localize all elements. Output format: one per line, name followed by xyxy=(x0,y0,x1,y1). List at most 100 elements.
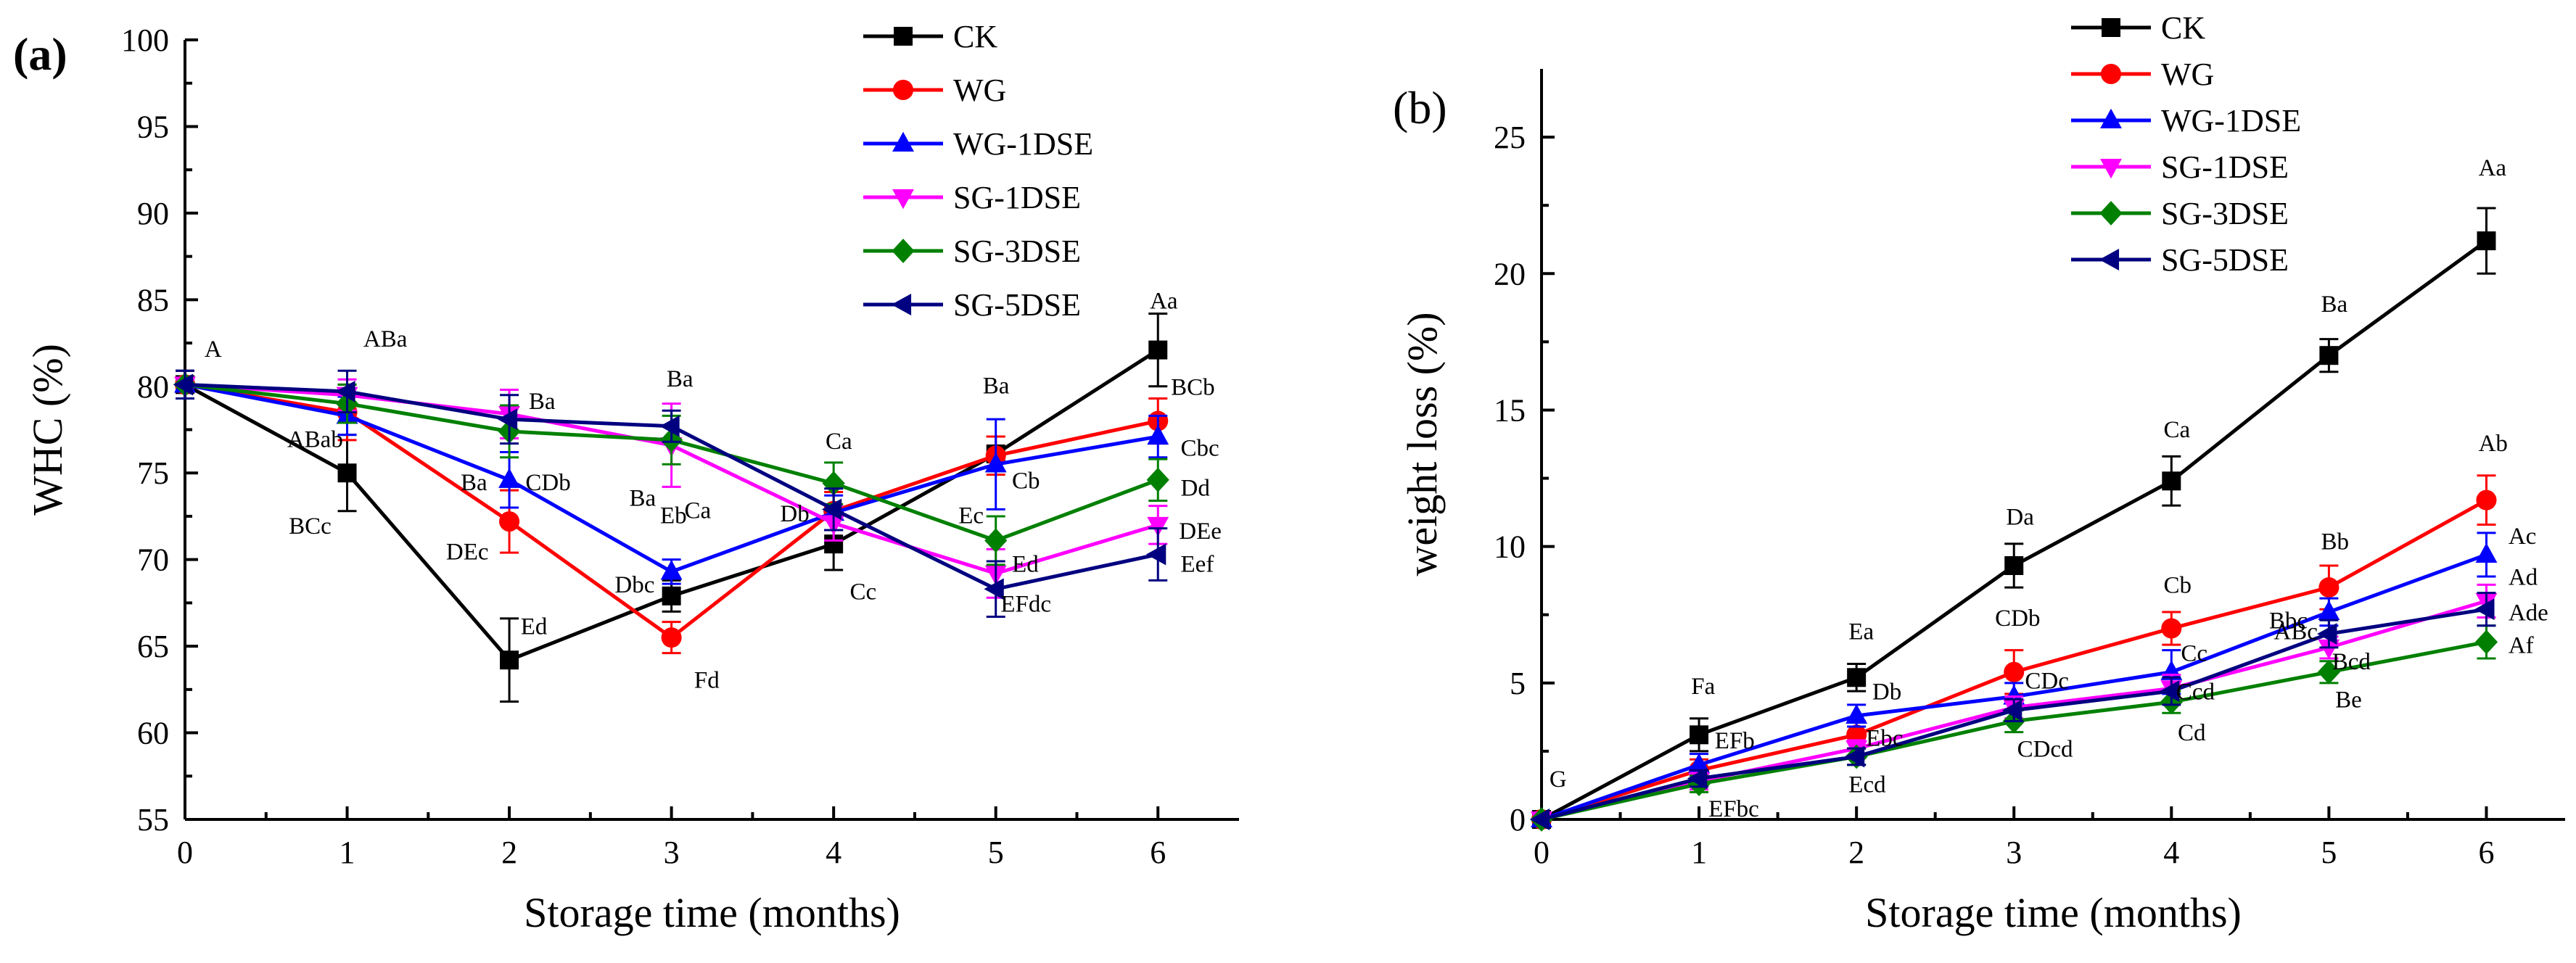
data-point xyxy=(335,380,355,402)
x-tick-label: 2 xyxy=(501,835,517,870)
significance-label: Aa xyxy=(1150,288,1178,314)
data-point xyxy=(2319,346,2339,365)
y-tick-label: 75 xyxy=(137,455,169,491)
y-tick-label: 15 xyxy=(1494,392,1526,428)
y-tick-label: 65 xyxy=(137,629,169,664)
significance-label: ABab xyxy=(287,426,343,452)
data-point xyxy=(2477,231,2496,251)
x-axis-title: Storage time (months) xyxy=(524,889,900,936)
x-tick-label: 2 xyxy=(1848,835,1864,870)
data-point xyxy=(2001,699,2022,722)
data-point xyxy=(1687,767,1708,790)
x-tick-label: 6 xyxy=(1150,835,1166,870)
data-point xyxy=(2475,542,2498,563)
data-point xyxy=(2476,489,2497,511)
significance-label: DEe xyxy=(1179,518,1222,545)
data-point xyxy=(2318,600,2340,621)
significance-label: Ca xyxy=(2163,417,2190,443)
significance-label: BCc xyxy=(289,513,332,540)
data-point xyxy=(337,463,357,483)
significance-label: Cbc xyxy=(1181,435,1219,461)
data-point xyxy=(2317,623,2337,645)
data-point xyxy=(2004,661,2025,682)
significance-label: Ed xyxy=(521,613,548,640)
y-tick-label: 20 xyxy=(1494,256,1526,292)
legend-marker xyxy=(2100,108,2122,129)
x-tick-label: 6 xyxy=(2478,835,2494,870)
x-tick-label: 1 xyxy=(340,835,355,870)
data-point xyxy=(1690,725,1709,745)
y-tick-label: 55 xyxy=(137,802,169,838)
significance-label: Cd xyxy=(2178,720,2206,746)
y-tick-label: 10 xyxy=(1494,529,1526,565)
series-sg-5dse xyxy=(173,369,1168,618)
significance-label: Ac xyxy=(2509,524,2536,550)
y-tick-label: 5 xyxy=(1510,666,1526,701)
legend-label: SG-5DSE xyxy=(953,287,1081,323)
significance-label: Be xyxy=(2335,687,2362,714)
legend-marker xyxy=(894,27,913,46)
legend-marker xyxy=(892,131,914,152)
significance-label: Ba xyxy=(2321,292,2348,318)
legend: CK WG WG-1DSE SG-1DSE SG-3DSE SG-5DSE xyxy=(863,19,1093,323)
legend-label: WG-1DSE xyxy=(953,126,1093,162)
legend-marker xyxy=(2099,201,2123,226)
significance-label: Ca xyxy=(684,497,711,524)
data-point xyxy=(2317,659,2340,685)
data-point xyxy=(661,627,682,648)
significance-label: A xyxy=(205,336,222,363)
significance-label: Cb xyxy=(2163,573,2192,599)
y-tick-label: 60 xyxy=(137,716,169,751)
significance-label: Ba xyxy=(529,389,556,415)
significance-label: Fd xyxy=(694,667,720,693)
legend-marker xyxy=(2099,249,2120,270)
legend-marker xyxy=(891,294,912,315)
data-point xyxy=(662,586,681,606)
legend-label: CK xyxy=(953,19,997,54)
x-tick-label: 3 xyxy=(664,835,680,870)
legend-label: SG-1DSE xyxy=(953,180,1081,215)
significance-label: Fa xyxy=(1691,674,1715,700)
y-tick-label: 90 xyxy=(137,196,169,231)
significance-label: BCb xyxy=(1171,375,1215,401)
data-point xyxy=(2474,598,2495,621)
significance-label: EFb xyxy=(1715,728,1755,754)
y-tick-label: 100 xyxy=(121,22,169,58)
legend-label: WG xyxy=(2161,57,2214,92)
significance-label: Ba xyxy=(983,373,1010,399)
legend-label: WG-1DSE xyxy=(2161,103,2301,139)
data-point xyxy=(498,468,521,488)
significance-label: Ade xyxy=(2509,600,2548,626)
data-point xyxy=(984,452,1007,473)
data-point xyxy=(1844,745,1865,768)
data-point xyxy=(660,560,683,580)
data-point xyxy=(1147,516,1169,537)
panel-a-chart: 0 1 2 3 4 5 6 55 60 65 70 75 80 85 90 95 100 Storage time… xyxy=(13,19,1239,936)
significance-label: Cc xyxy=(2181,641,2207,667)
significance-label: Ebc xyxy=(1866,725,1903,751)
data-point xyxy=(500,650,519,670)
significance-label: ABa xyxy=(363,326,408,352)
data-point xyxy=(2004,555,2024,575)
significance-label: Af xyxy=(2509,632,2534,658)
y-axis-title: weight loss (%) xyxy=(1399,312,1446,576)
data-point xyxy=(821,498,842,521)
x-tick-label: 4 xyxy=(2163,835,2179,870)
significance-label: Db xyxy=(780,501,809,527)
data-point xyxy=(659,415,680,437)
x-axis-title: Storage time (months) xyxy=(1865,889,2242,936)
significance-label: ABc xyxy=(2273,619,2318,645)
significance-label: CDcd xyxy=(2017,736,2073,762)
significance-label: Ccd xyxy=(2176,679,2215,705)
significance-label: Eef xyxy=(1181,551,1214,577)
legend-marker xyxy=(892,189,914,210)
x-tick-label: 5 xyxy=(2321,835,2337,870)
significance-label: Da xyxy=(2006,505,2034,531)
significance-label: Aa xyxy=(2479,155,2507,181)
significance-label: Bcd xyxy=(2332,649,2371,675)
panel-label: (a) xyxy=(13,28,67,80)
legend-label: SG-5DSE xyxy=(2161,242,2289,278)
x-tick-label: 0 xyxy=(177,835,193,870)
data-point xyxy=(1688,753,1711,773)
panel-b-chart: 0 1 2 3 4 5 6 0 5 10 15 20 25 Storage time (months) we… xyxy=(1393,10,2565,936)
